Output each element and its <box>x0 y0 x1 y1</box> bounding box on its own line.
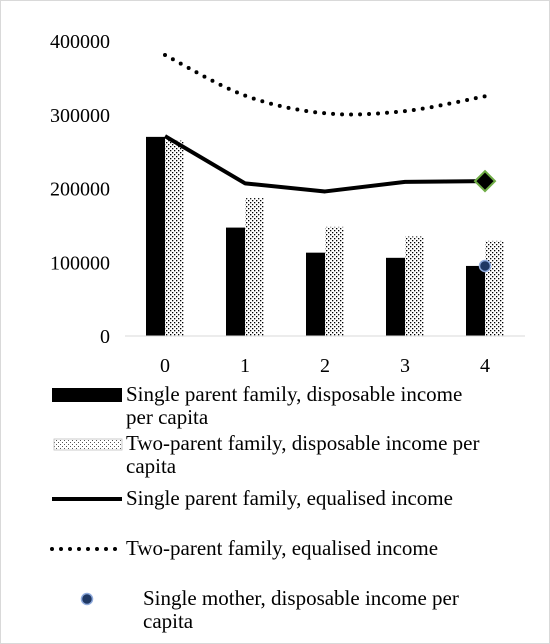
legend-label: Two-parent family, equalised income <box>126 536 438 560</box>
y-tick-label: 300000 <box>50 105 110 127</box>
y-tick-label: 400000 <box>50 31 110 53</box>
bar-two-parent <box>405 236 424 336</box>
bar-two-parent <box>325 226 344 336</box>
y-tick-label: 200000 <box>50 179 110 201</box>
legend-label: capita <box>143 609 194 633</box>
legend-label: Two-parent family, disposable income per <box>126 431 479 455</box>
bar-single-parent <box>386 257 405 336</box>
markers <box>473 169 497 273</box>
legend-swatch-two-parent-bar <box>53 438 123 451</box>
legend-label: Single parent family, equalised income <box>126 486 453 510</box>
legend-label: per capita <box>126 405 209 429</box>
marker-diamond <box>473 169 497 193</box>
x-tick-label: 0 <box>160 355 170 377</box>
bars <box>146 136 504 336</box>
bar-single-parent <box>306 252 325 336</box>
legend-swatch-single-parent-bar <box>52 388 122 402</box>
bar-two-parent <box>165 140 184 336</box>
y-tick-label: 100000 <box>50 252 110 274</box>
line-single-parent-equalised <box>163 134 486 194</box>
bar-two-parent <box>485 240 504 336</box>
y-tick-label: 0 <box>100 326 110 348</box>
x-tick-label: 4 <box>480 355 490 377</box>
x-tick-label: 3 <box>400 355 410 377</box>
legend-label: Single parent family, disposable income <box>126 382 462 406</box>
legend: Single parent family, disposable incomep… <box>50 382 479 633</box>
lines <box>163 53 487 194</box>
y-axis-ticks: 0 100000 200000 300000 400000 <box>50 31 110 348</box>
legend-swatch-single-mother <box>80 592 94 606</box>
legend-label: capita <box>126 454 177 478</box>
x-tick-label: 1 <box>240 355 250 377</box>
bar-single-parent <box>146 136 165 336</box>
x-axis-ticks: 0 1 2 3 4 <box>160 355 490 377</box>
line-two-parent-equalised <box>163 53 487 117</box>
marker-single-mother <box>478 259 492 273</box>
bar-single-parent <box>466 265 485 336</box>
legend-label: Single mother, disposable income per <box>143 586 459 610</box>
bar-two-parent <box>245 198 264 336</box>
bar-single-parent <box>226 227 245 336</box>
x-tick-label: 2 <box>320 355 330 377</box>
